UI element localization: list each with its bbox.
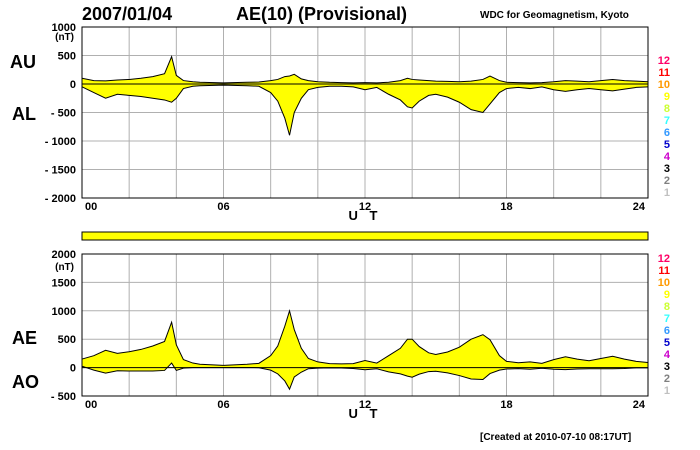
created-timestamp: [Created at 2010-07-10 08:17UT] <box>480 432 632 443</box>
level-label: 8 <box>664 103 670 115</box>
series-line-au <box>81 55 649 84</box>
level-label: 7 <box>664 313 670 325</box>
x-tick-label: 06 <box>217 201 229 213</box>
y-tick-label: 2000 <box>52 249 76 261</box>
au-label: AU <box>10 52 36 72</box>
x-tick-label: 18 <box>500 399 512 411</box>
level-label: 2 <box>664 373 670 385</box>
y-tick-label: 0 <box>70 363 76 375</box>
ae-label: AE <box>12 328 38 348</box>
data-quality-bar <box>81 231 649 241</box>
level-label: 2 <box>664 175 670 187</box>
x-axis-title-top: U T <box>348 208 382 223</box>
level-label: 6 <box>664 127 670 139</box>
y-tick-label: 0 <box>70 79 76 91</box>
level-label: 5 <box>664 139 670 151</box>
level-label: 6 <box>664 325 670 337</box>
unit-label-bottom: (nT) <box>55 262 74 273</box>
level-label: 10 <box>658 277 670 289</box>
unit-label-top: (nT) <box>55 32 74 43</box>
y-tick-label: - 1500 <box>45 165 76 177</box>
x-tick-label: 12 <box>359 201 371 213</box>
level-label: 3 <box>664 163 670 175</box>
y-tick-label: 1000 <box>52 22 76 34</box>
x-axis-title-bottom: U T <box>348 406 382 421</box>
level-label: 5 <box>664 337 670 349</box>
y-tick-label: - 1000 <box>45 136 76 148</box>
level-label: 10 <box>658 79 670 91</box>
date-title: 2007/01/04 <box>82 4 173 24</box>
source-label: WDC for Geomagnetism, Kyoto <box>480 10 629 21</box>
x-tick-label: 06 <box>217 399 229 411</box>
plot-frame <box>81 26 649 199</box>
level-label: 11 <box>658 67 670 79</box>
level-label: 1 <box>664 187 670 199</box>
x-tick-label: 00 <box>85 201 97 213</box>
level-label: 8 <box>664 301 670 313</box>
y-tick-label: - 500 <box>51 108 76 120</box>
x-tick-label: 12 <box>359 399 371 411</box>
x-tick-label: 00 <box>85 399 97 411</box>
plot-frame <box>81 253 649 397</box>
level-label: 12 <box>658 55 670 67</box>
x-tick-label: 24 <box>633 399 646 411</box>
al-label: AL <box>12 104 36 124</box>
level-label: 7 <box>664 115 670 127</box>
level-label: 11 <box>658 265 670 277</box>
y-tick-label: - 2000 <box>45 193 76 205</box>
x-tick-label: 24 <box>633 201 646 213</box>
level-label: 1 <box>664 385 670 397</box>
level-label: 9 <box>664 91 670 103</box>
level-label: 9 <box>664 289 670 301</box>
x-tick-label: 18 <box>500 201 512 213</box>
y-tick-label: 1000 <box>52 306 76 318</box>
y-tick-label: 500 <box>58 334 76 346</box>
series-line-ae <box>81 308 649 366</box>
ao-label: AO <box>12 372 39 392</box>
level-label: 3 <box>664 361 670 373</box>
level-label: 4 <box>664 349 671 361</box>
level-label: 4 <box>664 151 671 163</box>
y-tick-label: 500 <box>58 51 76 63</box>
series-line-al <box>81 84 649 136</box>
series-line-ao <box>81 362 648 391</box>
index-title: AE(10) (Provisional) <box>236 4 408 24</box>
y-tick-label: 1500 <box>52 277 76 289</box>
y-tick-label: - 500 <box>51 391 76 403</box>
level-label: 12 <box>658 253 670 265</box>
